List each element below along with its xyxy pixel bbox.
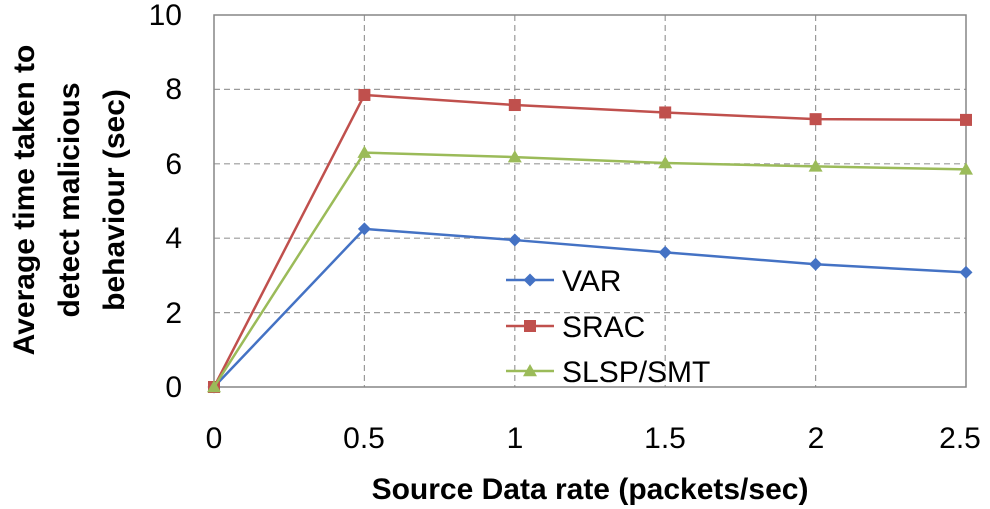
series-line-slsp-smt xyxy=(212,151,967,388)
data-point-var xyxy=(658,245,672,259)
legend-label-var: VAR xyxy=(562,265,621,298)
y-tick-label: 4 xyxy=(165,222,182,255)
data-point-slsp-smt xyxy=(959,162,973,175)
data-point-var xyxy=(959,265,973,279)
y-axis-title-line: behaviour (sec) xyxy=(98,89,131,311)
legend-marker-shape-var xyxy=(523,273,537,287)
series-line-var xyxy=(213,227,967,388)
grid xyxy=(214,15,966,387)
series-layer xyxy=(207,88,973,394)
data-point-srac xyxy=(358,88,371,101)
y-tick-label: 2 xyxy=(165,297,182,330)
data-point-slsp-smt xyxy=(507,150,522,163)
data-point-srac xyxy=(659,106,672,119)
data-point-var xyxy=(357,222,371,236)
series-var xyxy=(207,222,973,394)
y-tick-label: 10 xyxy=(149,0,182,32)
data-point-slsp-smt xyxy=(808,159,823,172)
x-tick-label: 0 xyxy=(206,422,223,455)
x-tick-label: 1.5 xyxy=(644,422,686,455)
y-tick-label: 0 xyxy=(165,371,182,404)
x-tick-label: 0.5 xyxy=(343,422,385,455)
x-tick-label: 2.5 xyxy=(939,422,981,455)
legend-marker-srac xyxy=(524,320,536,332)
y-axis-title-line: Average time taken to xyxy=(8,45,41,356)
legend-marker-var xyxy=(523,273,537,287)
x-axis-title: Source Data rate (packets/sec) xyxy=(372,473,809,506)
x-tick-label: 1 xyxy=(507,422,524,455)
data-point-slsp-smt xyxy=(357,145,372,158)
x-axis-ticks: 0 0.5 1 1.5 2 2.5 xyxy=(206,422,981,455)
plot-area xyxy=(213,14,967,388)
legend: VAR SRAC SLSP/SMT xyxy=(506,265,710,389)
legend-label-slsp-smt: SLSP/SMT xyxy=(562,356,710,389)
y-axis-ticks: 0 2 4 6 8 10 xyxy=(149,0,182,404)
y-tick-label: 8 xyxy=(165,73,182,106)
legend-label-srac: SRAC xyxy=(562,311,645,344)
data-point-slsp-smt xyxy=(207,380,221,393)
data-point-var xyxy=(508,233,522,247)
series-line-srac xyxy=(212,93,967,388)
data-point-slsp-smt xyxy=(658,156,673,169)
y-axis-title-line: detect malicious xyxy=(53,82,86,317)
data-point-srac xyxy=(508,99,521,112)
data-point-srac xyxy=(809,113,822,126)
y-tick-label: 6 xyxy=(165,148,182,181)
legend-marker-shape-srac xyxy=(524,320,536,332)
series-slsp-smt xyxy=(207,145,973,393)
data-point-var xyxy=(809,257,823,271)
data-point-srac xyxy=(960,113,972,126)
y-axis-title: Average time taken to detect malicious b… xyxy=(8,45,131,356)
x-tick-label: 2 xyxy=(808,422,825,455)
legend-marker-slsp-smt xyxy=(523,364,537,377)
legend-marker-shape-slsp-smt xyxy=(523,364,537,377)
